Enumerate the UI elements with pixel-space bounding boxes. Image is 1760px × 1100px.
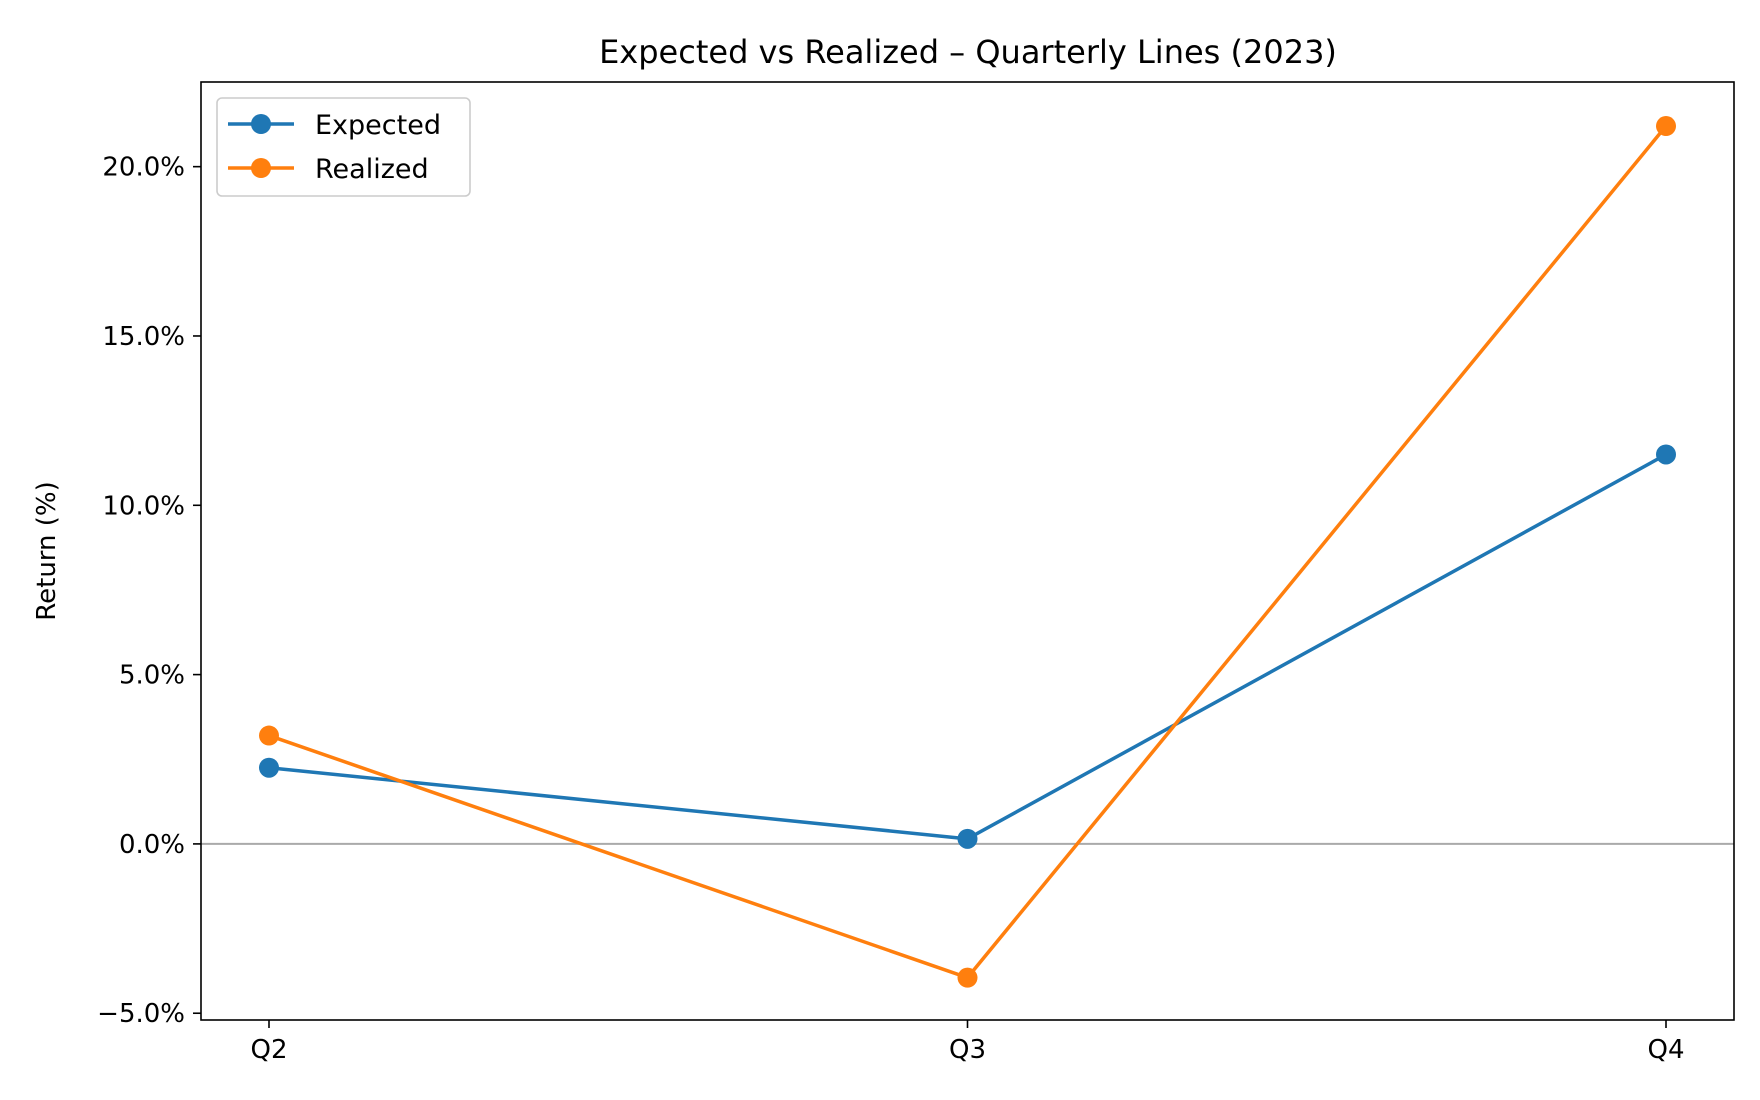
realized-point bbox=[259, 725, 279, 746]
legend: Expected Realized bbox=[216, 97, 471, 197]
plot-frame bbox=[200, 81, 1735, 1021]
y-tick-label: 0.0% bbox=[119, 830, 185, 860]
legend-realized-swatch-marker bbox=[251, 158, 271, 178]
expected-point bbox=[957, 828, 978, 849]
legend-realized-label: Realized bbox=[315, 154, 429, 185]
realized-series-line bbox=[267, 124, 1668, 980]
legend-expected-label: Expected bbox=[315, 110, 441, 141]
x-tick-label: Q2 bbox=[250, 1035, 287, 1065]
y-tick-label: −5.0% bbox=[97, 999, 185, 1029]
series-group bbox=[259, 116, 1676, 988]
y-axis: −5.0% 0.0% 5.0% 10.0% 15.0% 20.0% bbox=[97, 153, 201, 1029]
legend-expected-swatch-marker bbox=[251, 114, 271, 134]
x-axis: Q2 Q3 Q4 bbox=[250, 1020, 1685, 1065]
y-axis-label: Return (%) bbox=[32, 481, 62, 621]
expected-point bbox=[1656, 444, 1676, 465]
x-tick-label: Q4 bbox=[1647, 1035, 1684, 1065]
y-tick-label: 20.0% bbox=[102, 153, 185, 183]
expected-series-line bbox=[267, 452, 1668, 841]
y-tick-label: 10.0% bbox=[102, 491, 185, 521]
y-tick-label: 15.0% bbox=[102, 322, 185, 352]
chart-title: Expected vs Realized – Quarterly Lines (… bbox=[599, 33, 1337, 71]
y-tick-label: 5.0% bbox=[119, 661, 185, 691]
expected-point bbox=[259, 757, 279, 778]
realized-point bbox=[1656, 116, 1676, 137]
realized-point bbox=[957, 967, 978, 988]
x-tick-label: Q3 bbox=[949, 1035, 986, 1065]
